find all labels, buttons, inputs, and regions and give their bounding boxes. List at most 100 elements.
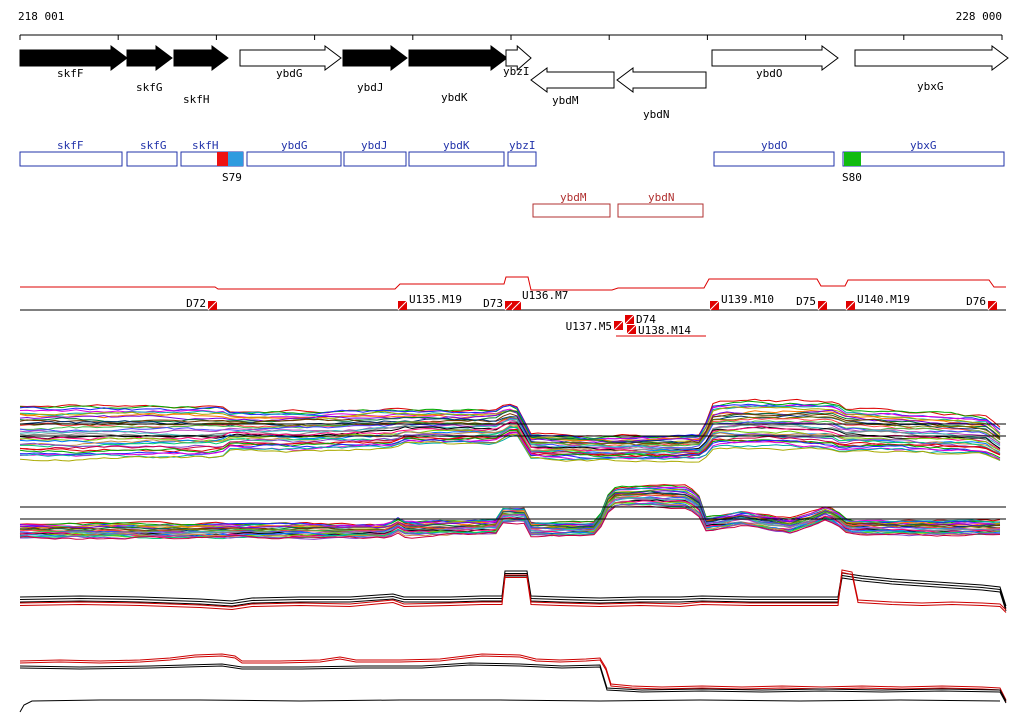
reverse-cds-box-ybdN[interactable]: ybdN [617,191,704,218]
gene-arrow-shape [854,45,1009,71]
expression-profile-line [19,421,1001,453]
cds-rect [126,151,178,167]
gene-label: ybxG [917,80,944,93]
flag-diagonal [845,300,856,311]
ruler-track [19,34,1003,40]
flag-diagonal [626,324,637,335]
profile-line [19,662,1007,702]
cds-label: ybdJ [361,139,388,152]
marker-U140.M19[interactable]: U140.M19 [845,293,910,311]
marker-label: U140.M19 [857,293,910,306]
marker-U136.M7[interactable]: U136.M7 [511,289,568,311]
marker-U139.M10[interactable]: U139.M10 [709,293,774,311]
flag-diagonal [709,300,720,311]
cds-box-ybdO[interactable]: ybdO [713,139,835,167]
site-S79[interactable]: S79 [217,152,243,184]
profile-line [19,699,1001,713]
gene-arrow-ybxG[interactable]: ybxG [854,45,1009,93]
gene-label: ybdG [276,67,303,80]
expression-profile-line [19,428,1001,456]
marker-label: U138.M14 [638,324,691,337]
cds-label: skfF [57,139,84,152]
flag-diagonal [613,320,624,331]
marker-U138.M14[interactable]: U138.M14 [626,324,691,337]
gene-arrow-skfH[interactable]: skfH [173,45,229,106]
gene-arrow-shape [173,45,229,71]
marker-U137.M5[interactable]: U137.M5 [566,320,624,333]
cds-label: ybzI [509,139,536,152]
site-S80[interactable]: S80 [842,152,862,184]
gene-label: ybdM [552,94,579,107]
gene-label: ybdN [643,108,670,121]
reverse-cds-box-ybdM[interactable]: ybdM [532,191,611,218]
profile-line [19,664,1007,704]
cds-rect [617,203,704,218]
profile-line [19,571,1007,613]
cds-label: ybdO [761,139,788,152]
flag-diagonal [987,300,998,311]
cds-rect [408,151,505,167]
cds-label: ybdK [443,139,470,152]
cds-box-ybzI[interactable]: ybzI [507,139,537,167]
profile-line [19,653,1007,701]
gene-arrow-ybdK[interactable]: ybdK [408,45,508,104]
marker-D73[interactable]: D73 [483,297,515,311]
expression-profiles-track-2 [19,484,1006,540]
signal-step-line [20,276,1006,291]
marker-label: D75 [796,295,816,308]
cds-box-skfG[interactable]: skfG [126,139,178,167]
site-label: S80 [842,171,862,184]
expression-profile-line [19,398,1001,438]
profile-line [19,655,1007,703]
flag-diagonal [817,300,828,311]
marker-D74[interactable]: D74 [624,313,656,326]
expression-profile-line [19,414,1001,446]
cds-box-ybdG[interactable]: ybdG [246,139,342,167]
marker-label: D76 [966,295,986,308]
cds-rect [713,151,835,167]
expression-profile-line [19,413,1001,445]
site-square [217,152,228,166]
gene-arrow-ybzI[interactable]: ybzI [503,44,532,78]
gene-label: ybdO [756,67,783,80]
transcription-signal-track: D72 U135.M19 D73 U136.M7 U139.M10 D75 U140.M19… [20,276,1006,337]
gene-label: ybdJ [357,81,384,94]
profile-line [19,570,1007,607]
gene-arrow-skfG[interactable]: skfG [126,45,173,94]
gene-arrow-shape [711,45,839,71]
gene-arrow-ybdO[interactable]: ybdO [711,45,839,80]
flag-diagonal [511,300,522,311]
cds-label: skfH [192,139,219,152]
gene-arrow-shape [342,45,408,71]
expression-profile-line [19,434,1001,461]
marker-label: D74 [636,313,656,326]
marker-D72[interactable]: D72 [186,297,218,311]
flag-diagonal [207,300,218,311]
gene-arrow-ybdG[interactable]: ybdG [239,45,342,80]
cds-rect [842,151,1005,167]
gene-arrow-ybdJ[interactable]: ybdJ [342,45,408,94]
region-start-coordinate: 218 001 [18,10,65,23]
gene-arrow-ybdN[interactable]: ybdN [616,67,707,121]
gene-arrow-skfF[interactable]: skfF [19,45,128,80]
cds-box-ybdJ[interactable]: ybdJ [343,139,407,167]
marker-U135.M19[interactable]: U135.M19 [397,293,462,311]
marker-D76[interactable]: D76 [966,295,998,311]
gene-label: ybdK [441,91,468,104]
expression-profile-line [20,502,1001,540]
cds-box-ybdK[interactable]: ybdK [408,139,505,167]
cds-box-skfF[interactable]: skfF [19,139,123,167]
cds-label: ybdM [560,191,587,204]
cds-label: ybxG [910,139,937,152]
gene-arrow-ybdM[interactable]: ybdM [530,67,615,107]
expression-profile-line [19,419,1001,451]
cds-box-ybxG[interactable]: ybxG [842,139,1005,167]
marker-label: D73 [483,297,503,310]
expression-profile-line [19,490,1001,532]
expression-profiles-track-1 [19,398,1006,463]
gene-label: skfF [57,67,84,80]
cds-rect [507,151,537,167]
marker-D75[interactable]: D75 [796,295,828,311]
expression-profile-line [19,431,1001,461]
